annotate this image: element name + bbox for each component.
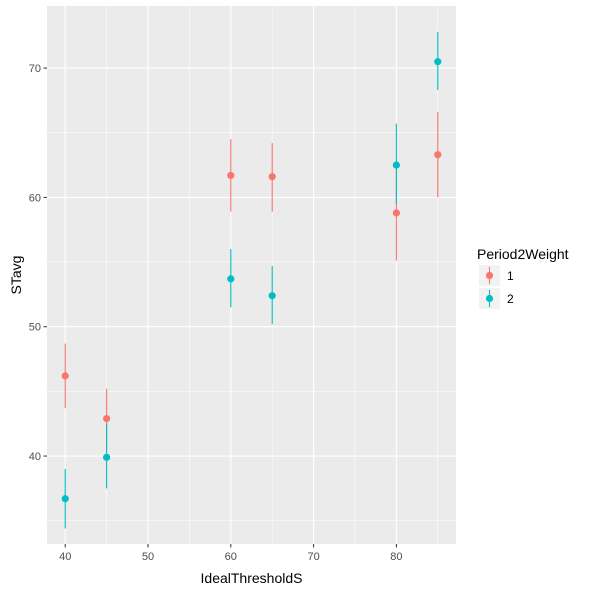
- data-marks: [61, 31, 442, 529]
- data-point: [434, 58, 442, 66]
- data-point: [268, 292, 276, 300]
- legend-title: Period2Weight: [477, 246, 569, 262]
- data-point: [392, 209, 400, 217]
- legend-key-point: [485, 294, 494, 303]
- data-point: [61, 372, 69, 380]
- legend-label: 2: [507, 292, 514, 306]
- legend-item-1: 1: [479, 265, 514, 286]
- data-point: [103, 414, 111, 423]
- x-axis-title: IdealThresholdS: [201, 570, 303, 586]
- axis-tick-labels: 40 50 60 70 80 40 50 60 70: [29, 63, 403, 563]
- y-tick-label: 60: [29, 192, 41, 204]
- x-tick-label: 50: [142, 551, 154, 563]
- y-tick-label: 50: [29, 322, 41, 334]
- data-point: [227, 171, 235, 180]
- grid-minor: [47, 6, 456, 544]
- legend-key-point: [485, 271, 494, 280]
- data-point: [103, 453, 111, 461]
- plot-panel: [47, 6, 456, 544]
- grid-major: [47, 6, 456, 544]
- x-tick-label: 70: [307, 551, 319, 563]
- x-tick-label: 60: [225, 551, 237, 563]
- data-point: [227, 275, 235, 283]
- axis-ticks: [43, 67, 397, 548]
- y-tick-label: 70: [29, 63, 41, 75]
- y-axis-title: STavg: [8, 256, 24, 295]
- legend-items: 12: [479, 265, 514, 309]
- legend-item-2: 2: [479, 288, 514, 309]
- legend-label: 1: [507, 269, 514, 283]
- data-point: [268, 173, 276, 181]
- series-2: [61, 31, 442, 529]
- data-point: [434, 151, 442, 159]
- x-tick-label: 80: [390, 551, 402, 563]
- y-tick-label: 40: [29, 451, 41, 463]
- legend: Period2Weight 12: [477, 246, 569, 309]
- data-point: [61, 495, 69, 503]
- data-point: [392, 161, 400, 169]
- x-tick-label: 40: [59, 551, 71, 563]
